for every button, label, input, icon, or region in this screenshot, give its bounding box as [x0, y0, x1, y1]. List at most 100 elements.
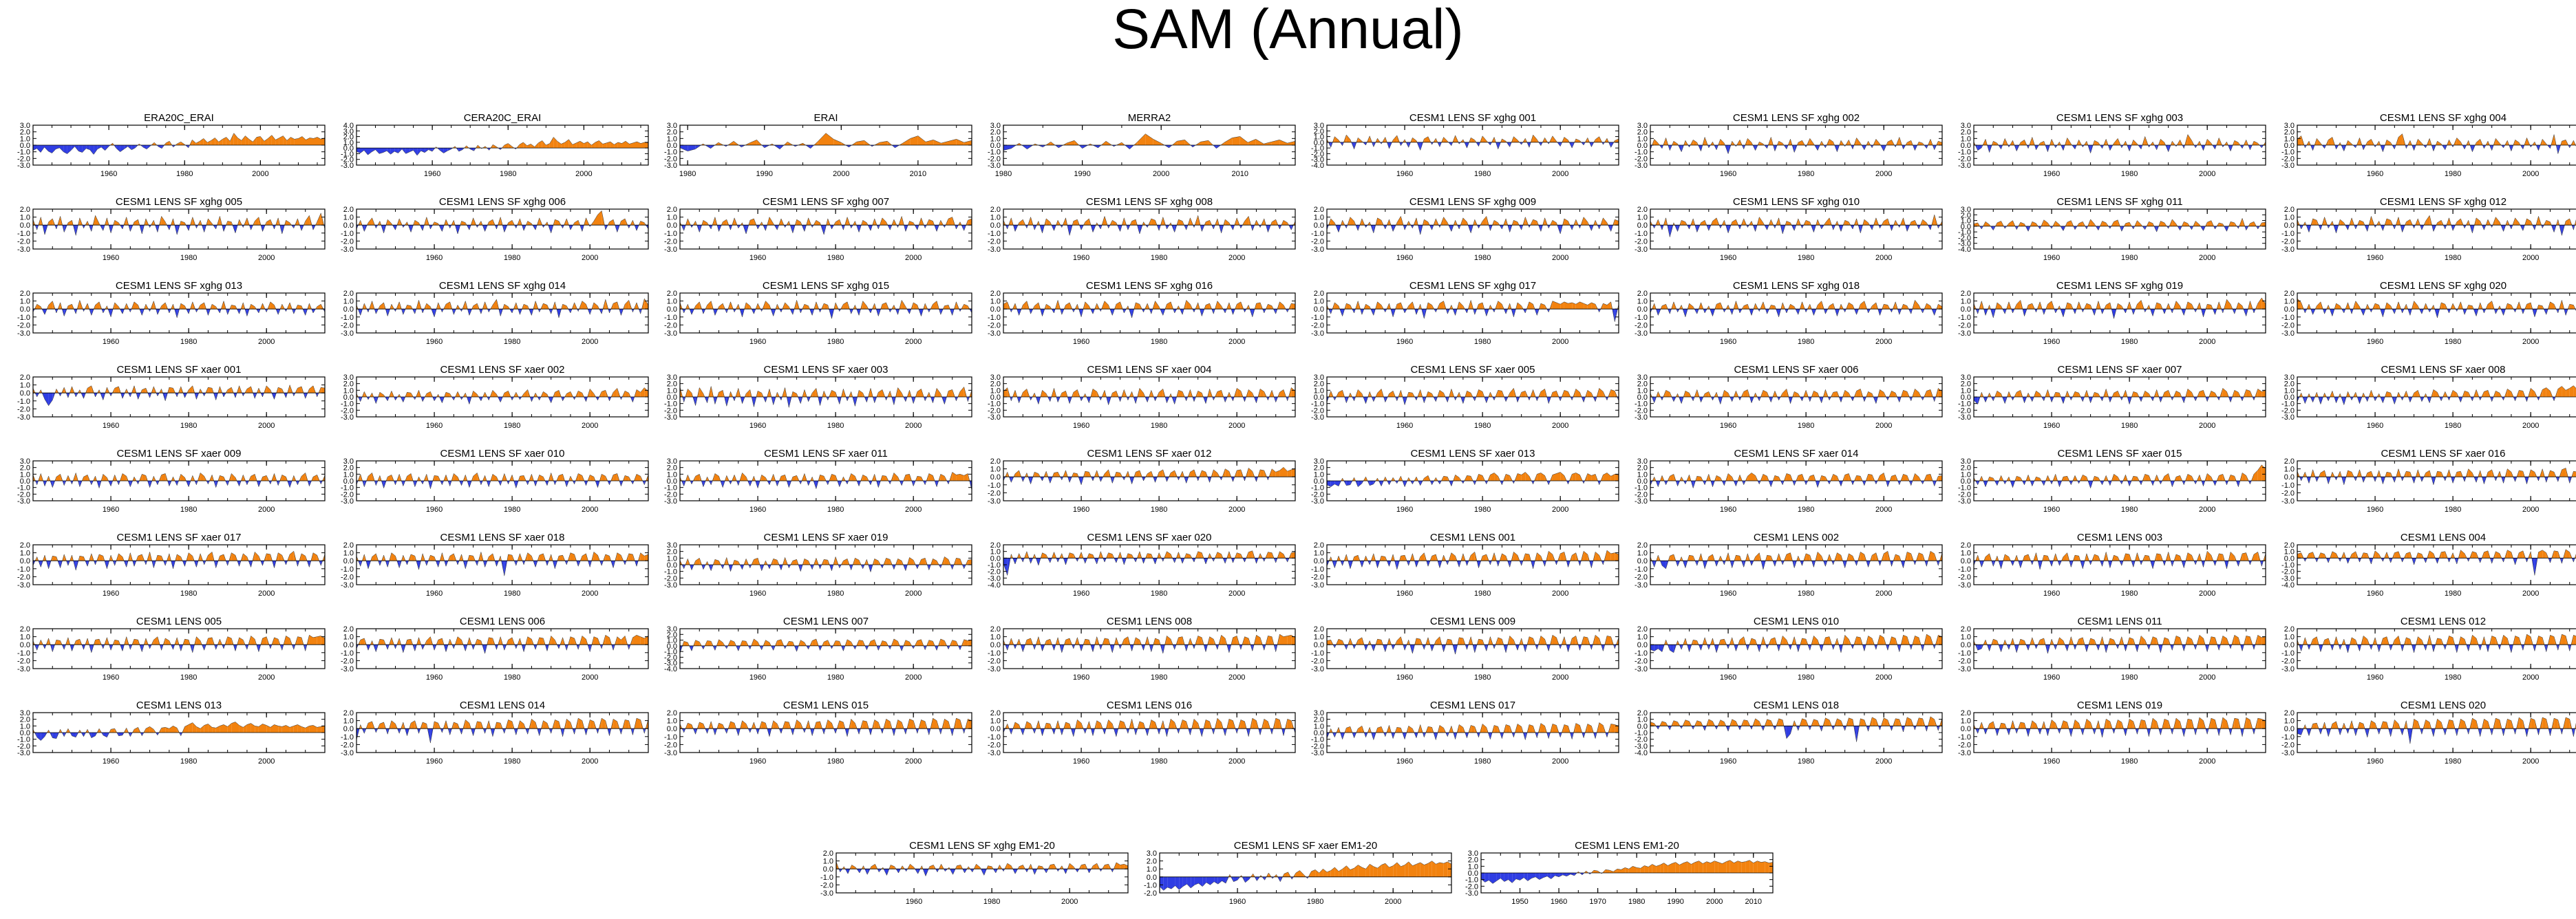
series-area	[1482, 136, 1487, 142]
series-area	[524, 389, 528, 397]
series-area	[2495, 138, 2500, 145]
series-area	[489, 219, 493, 226]
x-tick-label: 2000	[575, 170, 592, 178]
series-area	[818, 133, 826, 145]
y-tick-label: 1.0	[667, 214, 677, 222]
series-area	[508, 220, 513, 226]
panel-title: CESM1 LENS SF xaer 001	[117, 364, 242, 376]
series-area	[222, 137, 226, 145]
x-tick-label: 2000	[2199, 338, 2215, 346]
plot-frame	[356, 125, 649, 166]
series-area	[1073, 219, 1078, 226]
y-tick-label: 0.0	[667, 305, 677, 314]
x-tick-label: 1960	[2043, 338, 2060, 346]
series-area	[2317, 138, 2321, 145]
series-area	[597, 210, 602, 226]
series-line	[679, 215, 972, 236]
y-tick-label: -1.0	[1311, 230, 1324, 238]
series-area	[531, 144, 535, 149]
series-area	[200, 138, 204, 145]
series-area	[1875, 139, 1880, 145]
series-area	[211, 138, 215, 145]
series-area	[2297, 299, 2301, 310]
series-area	[165, 141, 170, 145]
series-area	[826, 133, 834, 145]
series-area	[2090, 219, 2095, 226]
series-area	[2106, 302, 2110, 310]
series-area	[253, 137, 257, 145]
panel-title: CESM1 LENS SF xghg 013	[116, 280, 242, 292]
y-tick-label: 2.0	[20, 206, 30, 214]
series-area	[568, 139, 573, 149]
panel: MERRA2 -3.0-2.0-1.00.01.02.03.0 1980 1990 20…	[988, 112, 1296, 178]
series-area	[1232, 136, 1240, 145]
y-tick-label: -3.0	[988, 329, 1001, 338]
series-area	[321, 138, 325, 145]
series-area	[549, 137, 554, 149]
series-area	[1579, 301, 1584, 310]
series-area	[255, 217, 259, 226]
series-area	[816, 220, 820, 226]
x-tick-label: 1960	[1073, 254, 1089, 262]
x-tick-label: 2000	[582, 338, 598, 346]
series-area	[1334, 302, 1339, 310]
series-area	[426, 391, 431, 397]
x-tick-label: 1980	[1474, 338, 1491, 346]
series-area	[1019, 219, 1023, 226]
series-area	[2043, 219, 2048, 226]
panel-title: CESM1 LENS SF xghg 008	[1086, 196, 1213, 208]
series-area	[2207, 139, 2211, 145]
panel-title: CESM1 LENS SF xghg 006	[439, 196, 566, 208]
series-area	[587, 142, 592, 149]
series-area	[116, 145, 120, 152]
x-tick-label: 2000	[1552, 254, 1568, 262]
series-area	[1377, 301, 1382, 310]
y-tick-label: -2.0	[1958, 155, 1971, 163]
y-tick-label: -1.0	[1635, 230, 1648, 238]
x-tick-label: 2000	[258, 338, 275, 346]
series-area	[2476, 139, 2480, 145]
y-tick-label: -1.0	[17, 149, 30, 157]
series-area	[1798, 140, 1802, 145]
series-area	[629, 142, 633, 149]
series-area	[637, 389, 641, 397]
y-tick-label: -1.0	[1635, 314, 1648, 322]
series-area	[2476, 217, 2480, 226]
series-line	[32, 213, 326, 236]
series-area	[593, 302, 598, 310]
series-area	[1759, 142, 1763, 145]
x-tick-label: 1980	[995, 170, 1012, 178]
y-tick-label: 1.0	[343, 298, 354, 306]
series-area	[1358, 138, 1362, 142]
y-tick-label: -2.0	[17, 321, 30, 329]
series-area	[1346, 135, 1350, 142]
panel-title: CESM1 LENS SF xghg 019	[2056, 280, 2183, 292]
y-tick-label: -2.0	[2281, 237, 2295, 246]
y-tick-label: -4.0	[1311, 162, 1324, 170]
series-area	[1186, 300, 1191, 310]
x-tick-label: 1980	[1151, 254, 1167, 262]
series-area	[1575, 138, 1580, 142]
series-area	[1046, 218, 1050, 226]
y-tick-label: -2.0	[341, 156, 354, 164]
series-area	[796, 219, 801, 226]
y-tick-label: 1.0	[1637, 298, 1648, 306]
series-area	[526, 144, 531, 149]
series-area	[546, 143, 550, 149]
series-area	[2515, 140, 2520, 145]
series-area	[447, 148, 451, 151]
y-tick-label: 0.0	[343, 221, 354, 230]
series-area	[443, 148, 448, 153]
series-area	[383, 148, 387, 153]
series-area	[208, 218, 213, 226]
series-area	[1264, 142, 1272, 145]
series-area	[264, 138, 268, 145]
series-area	[279, 136, 284, 145]
y-tick-label: -3.0	[988, 246, 1001, 254]
x-tick-label: 2000	[582, 422, 598, 430]
series-area	[317, 137, 321, 145]
series-area	[275, 138, 279, 145]
y-tick-label: -1.0	[2281, 314, 2295, 322]
series-area	[1759, 217, 1763, 226]
series-area	[1513, 136, 1518, 142]
